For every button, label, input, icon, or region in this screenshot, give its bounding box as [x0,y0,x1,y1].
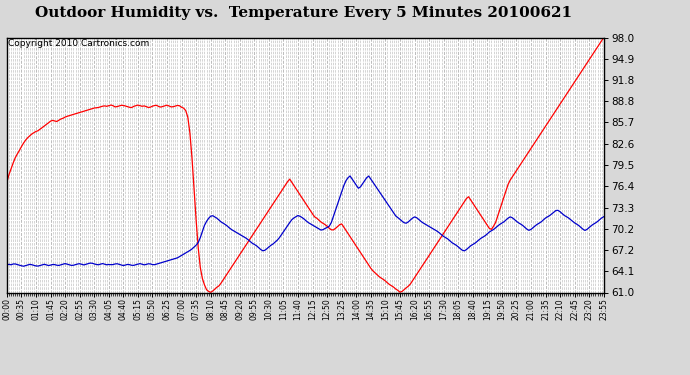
Text: Copyright 2010 Cartronics.com: Copyright 2010 Cartronics.com [8,39,150,48]
Text: Outdoor Humidity vs.  Temperature Every 5 Minutes 20100621: Outdoor Humidity vs. Temperature Every 5… [35,6,572,20]
